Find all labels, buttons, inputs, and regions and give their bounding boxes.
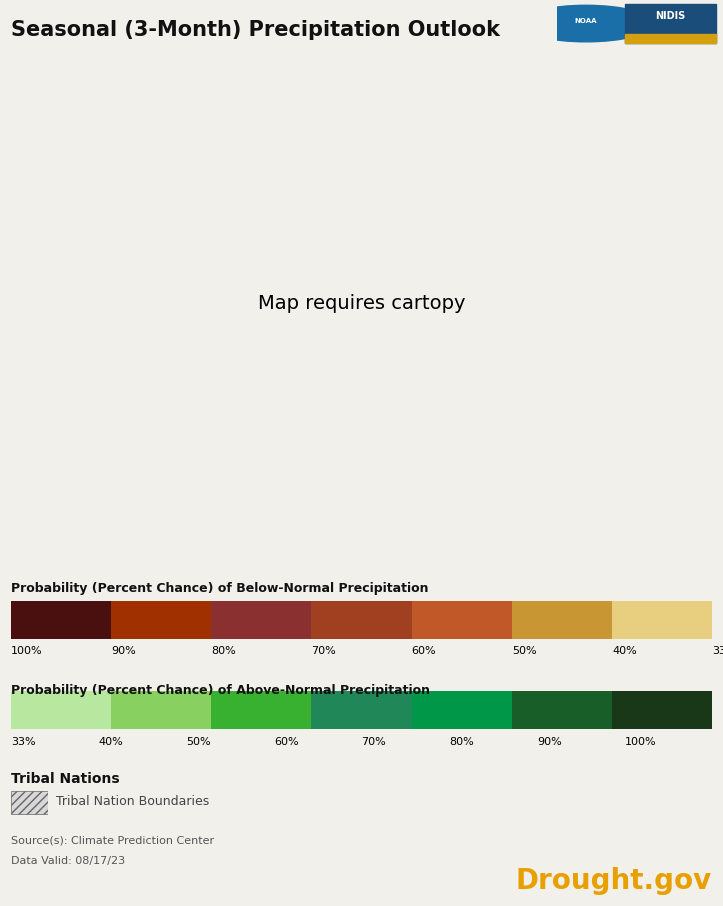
Bar bbox=[512, 691, 612, 729]
Text: 80%: 80% bbox=[449, 737, 474, 747]
Text: 90%: 90% bbox=[111, 646, 136, 657]
Bar bbox=[211, 691, 312, 729]
Text: 40%: 40% bbox=[98, 737, 123, 747]
Text: 100%: 100% bbox=[11, 646, 43, 657]
Bar bbox=[512, 601, 612, 639]
Text: Probability (Percent Chance) of Below-Normal Precipitation: Probability (Percent Chance) of Below-No… bbox=[11, 582, 428, 594]
Bar bbox=[625, 34, 716, 43]
Text: 50%: 50% bbox=[187, 737, 211, 747]
Bar bbox=[11, 791, 48, 814]
Text: NOAA: NOAA bbox=[575, 18, 597, 24]
Circle shape bbox=[518, 5, 654, 42]
Bar bbox=[612, 601, 712, 639]
Text: Tribal Nations: Tribal Nations bbox=[11, 772, 119, 786]
Text: Drought.gov: Drought.gov bbox=[516, 867, 712, 894]
Text: 60%: 60% bbox=[274, 737, 299, 747]
Bar bbox=[11, 601, 111, 639]
Bar bbox=[625, 4, 716, 43]
Text: 60%: 60% bbox=[411, 646, 436, 657]
Bar bbox=[111, 691, 211, 729]
Bar bbox=[11, 691, 111, 729]
Text: NIDIS: NIDIS bbox=[656, 11, 685, 21]
Bar bbox=[111, 601, 211, 639]
Text: 90%: 90% bbox=[536, 737, 562, 747]
Text: 33%: 33% bbox=[11, 737, 35, 747]
Text: Seasonal (3-Month) Precipitation Outlook: Seasonal (3-Month) Precipitation Outlook bbox=[11, 20, 500, 40]
Text: 33%: 33% bbox=[712, 646, 723, 657]
Text: 40%: 40% bbox=[612, 646, 637, 657]
Bar bbox=[411, 601, 512, 639]
Text: 70%: 70% bbox=[362, 737, 386, 747]
Text: 50%: 50% bbox=[512, 646, 536, 657]
Bar bbox=[612, 691, 712, 729]
Bar bbox=[312, 691, 411, 729]
Text: 70%: 70% bbox=[312, 646, 336, 657]
Bar bbox=[411, 691, 512, 729]
Bar bbox=[211, 601, 312, 639]
Text: 80%: 80% bbox=[211, 646, 236, 657]
Text: 100%: 100% bbox=[625, 737, 656, 747]
Text: Source(s): Climate Prediction Center: Source(s): Climate Prediction Center bbox=[11, 835, 214, 846]
Bar bbox=[312, 601, 411, 639]
Text: Map requires cartopy: Map requires cartopy bbox=[258, 294, 465, 313]
Text: Tribal Nation Boundaries: Tribal Nation Boundaries bbox=[56, 795, 209, 808]
Text: Data Valid: 08/17/23: Data Valid: 08/17/23 bbox=[11, 855, 125, 866]
Text: Probability (Percent Chance) of Above-Normal Precipitation: Probability (Percent Chance) of Above-No… bbox=[11, 684, 430, 697]
